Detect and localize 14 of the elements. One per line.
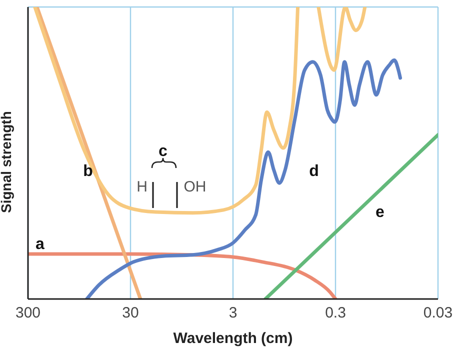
annotation: H (136, 178, 148, 196)
y-axis-title: Signal strength (0, 111, 14, 213)
annotation: a (36, 236, 44, 253)
x-axis-title: Wavelength (cm) (173, 330, 293, 347)
x-tick-label: 0.03 (423, 304, 453, 322)
x-tick-label: 0.3 (325, 304, 346, 322)
annotation: b (83, 163, 93, 180)
x-tick-label: 3 (228, 304, 238, 322)
annotation: c (158, 143, 168, 160)
annotation: e (376, 204, 384, 221)
annotation: OH (184, 178, 206, 196)
annotation: d (309, 163, 319, 180)
x-tick-label: 30 (122, 304, 139, 322)
x-tick-label: 300 (15, 304, 41, 322)
